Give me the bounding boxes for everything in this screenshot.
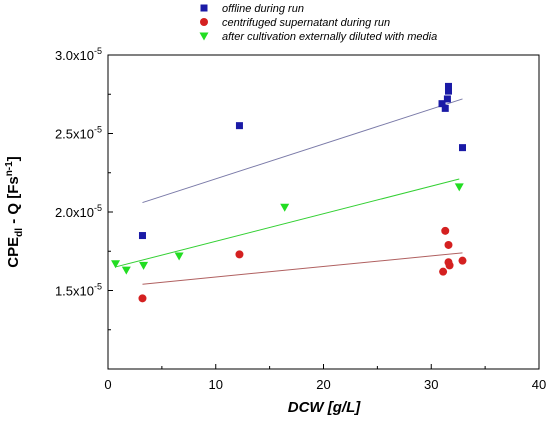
- legend: offline during run centrifuged supernatan…: [199, 3, 437, 43]
- data-point: [139, 261, 149, 270]
- y-axis-title-sub: dl: [14, 228, 25, 237]
- data-point: [138, 232, 146, 240]
- fit-line: [142, 98, 463, 204]
- y-axis-title: CPEdl - Q [Fsn-1]: [4, 156, 25, 267]
- x-tick-label: 10: [209, 377, 223, 392]
- data-points: [111, 82, 467, 303]
- legend-label: centrifuged supernatant during run: [222, 17, 390, 29]
- data-point: [444, 82, 452, 90]
- fit-line: [115, 178, 460, 268]
- y-axis-title-mid: - Q [Fs: [5, 176, 22, 228]
- data-point: [458, 256, 467, 265]
- data-point: [138, 294, 147, 303]
- data-point: [111, 260, 121, 269]
- data-point: [280, 203, 290, 212]
- data-point: [441, 104, 449, 112]
- fit-line: [142, 252, 463, 285]
- legend-label: after cultivation externally diluted wit…: [222, 31, 437, 43]
- data-point: [438, 100, 446, 108]
- x-tick-label: 0: [104, 377, 111, 392]
- legend-marker: [199, 32, 209, 41]
- data-point: [458, 144, 466, 152]
- y-tick-label: 2.0x10-5: [55, 203, 102, 220]
- y-tick-label: 2.5x10-5: [55, 125, 102, 142]
- legend-marker: [200, 18, 208, 26]
- y-axis-title-sup: n-1: [4, 161, 15, 176]
- plot-frame: [107, 54, 540, 370]
- data-point: [235, 250, 244, 259]
- x-tick-label: 20: [316, 377, 330, 392]
- data-point: [441, 226, 450, 235]
- data-point: [443, 95, 451, 103]
- y-axis-title-main: CPE: [5, 237, 22, 268]
- data-point: [444, 87, 452, 95]
- y-tick-label: 1.5x10-5: [55, 282, 102, 299]
- legend-marker: [200, 4, 208, 12]
- data-point: [444, 240, 453, 249]
- legend-label: offline during run: [222, 3, 304, 15]
- y-axis-title-end: ]: [5, 156, 22, 161]
- x-tick-label: 40: [532, 377, 546, 392]
- data-point: [445, 261, 454, 270]
- x-axis-title: DCW [g/L]: [288, 399, 361, 416]
- data-point: [454, 183, 464, 192]
- fit-lines: [115, 98, 463, 285]
- x-axis: 0 10 20 30 40: [104, 364, 546, 392]
- x-tick-label: 30: [424, 377, 438, 392]
- y-tick-label: 3.0x10-5: [55, 46, 102, 63]
- data-point: [235, 122, 243, 130]
- data-point: [174, 252, 184, 261]
- data-point: [439, 267, 448, 276]
- y-axis: 1.5x10-5 2.0x10-5 2.5x10-5 3.0x10-5: [55, 46, 113, 331]
- data-point: [121, 266, 131, 275]
